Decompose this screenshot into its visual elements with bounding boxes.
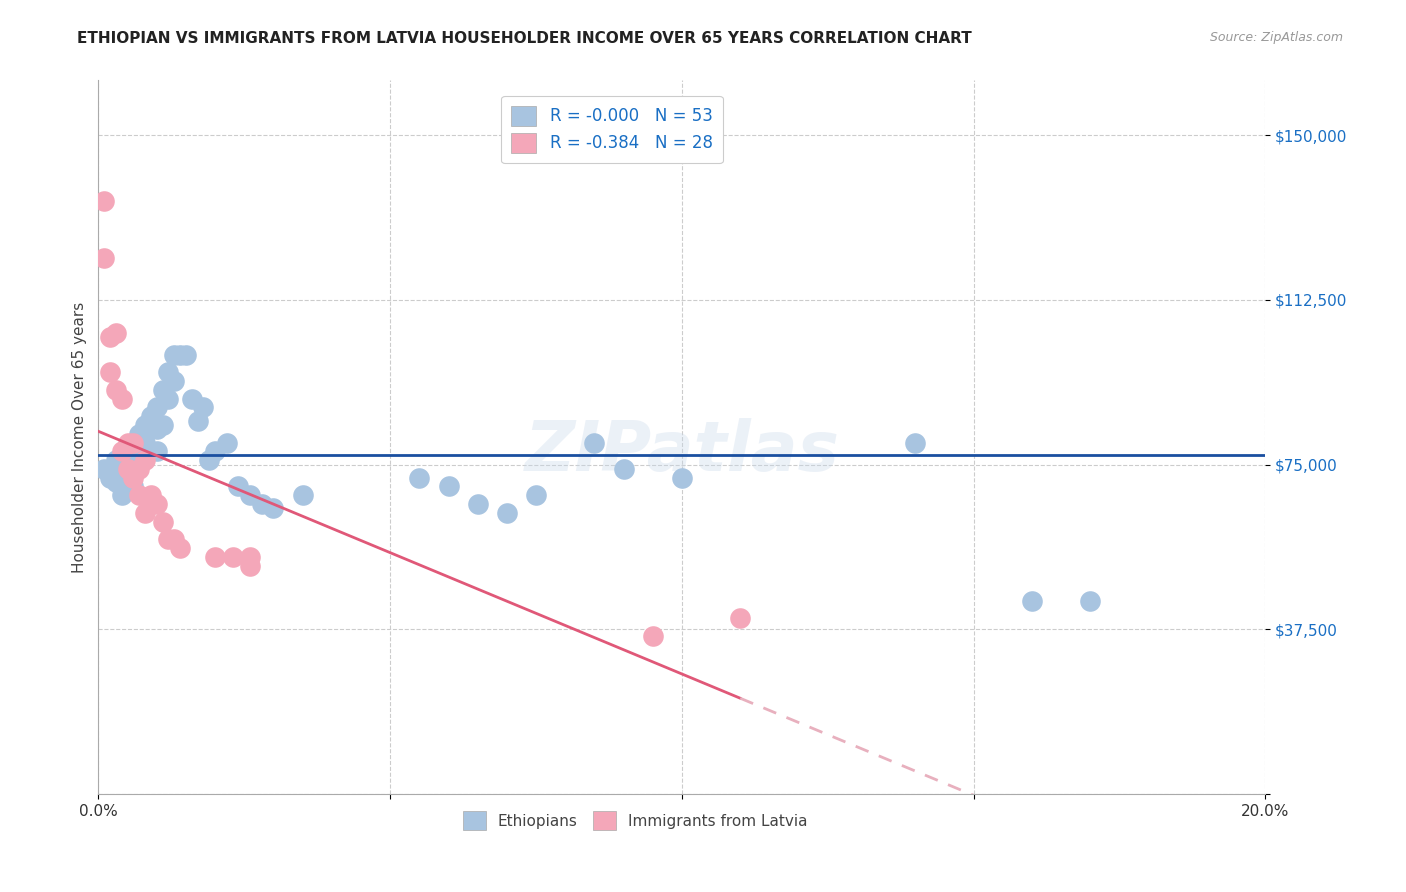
Point (93, 251, 115, 265)
Point (204, 549, 226, 564)
Point (437, 479, 460, 493)
Point (104, 383, 127, 397)
Point (169, 348, 191, 362)
Point (98, 471, 121, 485)
Point (128, 462, 150, 476)
Point (146, 444, 169, 458)
Point (524, 488, 547, 502)
Point (139, 488, 162, 502)
Point (122, 444, 145, 458)
Point (163, 532, 186, 546)
Text: ETHIOPIAN VS IMMIGRANTS FROM LATVIA HOUSEHOLDER INCOME OVER 65 YEARS CORRELATION: ETHIOPIAN VS IMMIGRANTS FROM LATVIA HOUS… (77, 31, 972, 46)
Point (157, 392, 180, 406)
Point (262, 501, 284, 516)
Point (169, 541, 191, 555)
Y-axis label: Householder Income Over 65 years: Householder Income Over 65 years (72, 301, 87, 573)
Point (163, 374, 186, 388)
Point (146, 497, 169, 511)
Point (730, 611, 752, 625)
Point (104, 326, 127, 340)
Point (111, 458, 134, 472)
Point (583, 435, 606, 450)
Point (104, 475, 127, 489)
Point (193, 401, 215, 415)
Point (117, 453, 139, 467)
Point (111, 392, 134, 406)
Point (671, 471, 693, 485)
Point (1080, 593, 1102, 607)
Point (98, 365, 121, 379)
Point (117, 467, 139, 481)
Point (122, 479, 145, 493)
Point (239, 488, 262, 502)
Legend: Ethiopians, Immigrants from Latvia: Ethiopians, Immigrants from Latvia (457, 805, 814, 836)
Point (612, 462, 634, 476)
Point (204, 444, 226, 458)
Point (1021, 593, 1043, 607)
Point (117, 462, 139, 476)
Point (291, 488, 314, 502)
Point (98, 330, 121, 344)
Point (174, 348, 197, 362)
Point (239, 558, 262, 573)
Point (496, 506, 519, 520)
Point (134, 435, 156, 450)
Point (139, 409, 162, 424)
Point (117, 479, 139, 493)
Point (157, 532, 180, 546)
Point (93, 194, 115, 208)
Point (128, 444, 150, 458)
Point (163, 348, 186, 362)
Point (128, 426, 150, 441)
Point (146, 401, 169, 415)
Point (215, 435, 238, 450)
Point (408, 471, 430, 485)
Point (122, 462, 145, 476)
Point (157, 365, 180, 379)
Point (467, 497, 489, 511)
Point (111, 444, 134, 458)
Text: Source: ZipAtlas.com: Source: ZipAtlas.com (1209, 31, 1343, 45)
Point (239, 549, 262, 564)
Point (221, 549, 243, 564)
Point (93, 462, 115, 476)
Point (122, 471, 145, 485)
Point (152, 383, 174, 397)
Text: ZIPatlas: ZIPatlas (524, 417, 839, 485)
Point (641, 629, 664, 643)
Point (134, 506, 156, 520)
Point (122, 435, 145, 450)
Point (134, 417, 156, 432)
Point (904, 435, 927, 450)
Point (180, 392, 202, 406)
Point (128, 488, 150, 502)
Point (139, 444, 162, 458)
Point (128, 458, 150, 472)
Point (146, 422, 169, 436)
Point (134, 453, 156, 467)
Point (198, 453, 221, 467)
Point (152, 417, 174, 432)
Point (250, 497, 273, 511)
Point (111, 488, 134, 502)
Point (117, 435, 139, 450)
Point (187, 414, 209, 428)
Point (111, 475, 134, 489)
Point (104, 453, 127, 467)
Point (228, 479, 250, 493)
Point (152, 515, 174, 529)
